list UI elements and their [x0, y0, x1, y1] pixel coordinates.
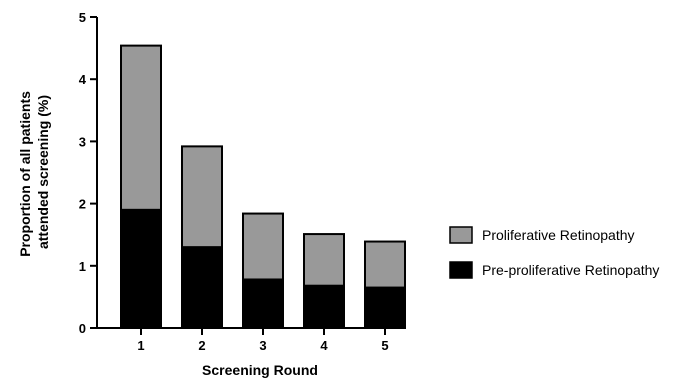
x-ticks: 1 2 3 4 5: [137, 328, 389, 353]
bar-round-2-series-0: [181, 246, 223, 329]
bar-round-1-series-0: [120, 208, 162, 330]
bar-round-1-series-1: [120, 44, 162, 211]
x-tick-label: 2: [198, 338, 205, 353]
legend-label-0: Pre-proliferative Retinopathy: [482, 262, 659, 278]
x-tick-label: 3: [259, 338, 266, 353]
bar-round-3-series-0: [242, 278, 284, 330]
x-tick-label: 4: [320, 338, 328, 353]
x-tick-label: 5: [381, 338, 388, 353]
legend: Proliferative Retinopathy Pre-proliferati…: [449, 226, 659, 279]
bar-round-3-series-1: [242, 212, 284, 281]
legend-label-1: Proliferative Retinopathy: [482, 227, 635, 243]
x-tick-label: 1: [137, 338, 144, 353]
y-tick-label: 0: [79, 321, 86, 336]
legend-swatch-0: [449, 261, 473, 279]
legend-swatch-1: [449, 226, 473, 244]
y-tick-label: 4: [79, 72, 87, 87]
bar-round-4-series-1: [303, 233, 345, 287]
y-tick-label: 5: [79, 10, 86, 25]
axes-group: [96, 17, 405, 329]
x-axis-title: Screening Round: [202, 362, 318, 378]
y-ticks: 0 1 2 3 4 5: [79, 10, 97, 336]
bar-round-5-series-0: [364, 286, 406, 330]
y-tick-label: 3: [79, 134, 86, 149]
y-axis-title-line-1: Proportion of all patients: [17, 91, 33, 257]
y-tick-label: 2: [79, 197, 86, 212]
y-axis-title-line-2: attended screening (%): [35, 95, 51, 249]
bars-group: [120, 44, 406, 330]
bar-round-2-series-1: [181, 145, 223, 249]
y-tick-label: 1: [79, 259, 86, 274]
bar-round-4-series-0: [303, 284, 345, 330]
bar-round-5-series-1: [364, 240, 406, 289]
y-axis-title: Proportion of all patients attended scre…: [17, 87, 51, 257]
